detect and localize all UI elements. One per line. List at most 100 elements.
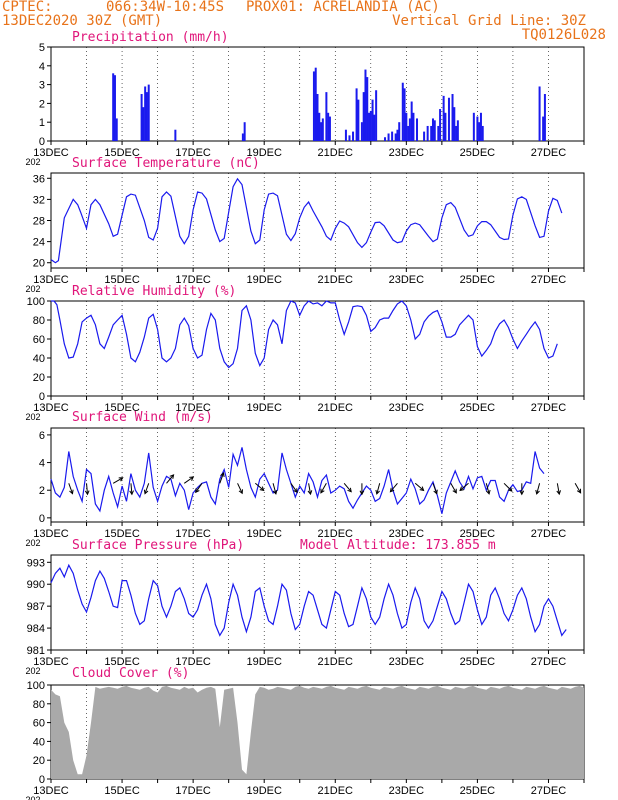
wind-arrow-head [486,489,491,495]
precip-bar [479,112,482,141]
y-tick-label: 0 [39,391,45,403]
x-tick-label: 27DEC [531,785,567,797]
header-location: PROX01: ACRELANDIA (AC) [246,0,440,15]
y-tick-label: 4 [39,61,45,73]
precip-bar [447,97,450,141]
precip-bar [430,125,433,141]
precip-bar [455,125,458,141]
y-tick-label: 993 [27,557,45,569]
series-line [51,300,558,369]
precip-bar [439,109,442,141]
wind-arrow [389,482,398,493]
precip-bar [375,90,378,141]
wind-arrow [68,483,73,494]
x-tick-label: 21DEC [318,656,354,668]
wind-arrow [166,474,174,484]
wind-arrow [459,482,469,491]
precip-bar [451,94,454,141]
y-tick-label: 6 [39,430,45,442]
precip-bar [174,129,177,141]
precip-bar [115,118,118,141]
precip-bar [243,122,246,141]
precip-bar [412,112,415,141]
x-tick-label: 21DEC [318,785,354,797]
precip-bar [415,118,418,141]
x-tick-label: 13DEC [33,147,69,159]
wind-arrow-head [389,487,395,493]
panel-title: Surface Wind (m/s) [72,410,213,425]
precip-bar [442,95,445,141]
wind-arrow [503,482,513,492]
precip-bar [403,88,406,141]
x-tick-label: 19DEC [246,656,282,668]
precip-bar [394,133,397,141]
wind-arrow [130,483,133,495]
series-line [50,563,567,637]
panel-frame [50,427,585,523]
precip-bar [327,112,330,141]
wind-arrow [219,472,225,484]
y-tick-label: 0 [39,774,45,786]
wind-arrow-head [129,490,134,496]
x-tick-label: 27DEC [531,402,567,414]
x-tick-label: 13DEC [33,656,69,668]
header-code: TQ0126L028 [521,27,606,43]
wind-arrow-head [69,489,74,495]
y-tick-label: 40 [33,736,45,748]
wind-arrow [272,483,277,495]
x-tick-label: 23DEC [389,274,425,286]
precip-bar [140,94,143,141]
wind-arrow-head [195,488,200,494]
wind-arrow [290,483,298,493]
y-tick-label: 36 [33,173,45,185]
wind-arrow-head [272,489,278,495]
wind-arrow-head [169,474,175,479]
x-tick-label: 21DEC [318,528,354,540]
wind-arrow-head [347,487,352,493]
precip-bar [147,84,150,141]
precip-bar [396,129,399,141]
wind-arrow [320,483,327,494]
precip-bar [312,71,315,141]
x-tick-label: 15DEC [104,274,140,286]
precip-bar [371,99,374,141]
precip-bar [542,116,545,141]
precip-bar [543,94,546,141]
wind-arrow [86,483,88,495]
precip-bar [144,86,147,141]
precip-bar [538,86,541,141]
x-tick-label: 21DEC [318,402,354,414]
wind-arrow-head [143,489,149,495]
precip-bar [423,131,426,141]
x-tick-label: 17DEC [175,656,211,668]
x-tick-label: 27DEC [531,656,567,668]
x-tick-label: 23DEC [389,528,425,540]
y-tick-label: 60 [33,334,45,346]
y-tick-label: 80 [33,699,45,711]
panel-frame [50,554,585,651]
precip-bar [472,112,475,141]
x-tick-label: 17DEC [175,147,211,159]
y-tick-label: 981 [27,645,45,657]
precip-bar [316,94,319,141]
y-tick-label: 990 [27,579,45,591]
x-tick-label: 27DEC [531,274,567,286]
x-tick-label: 15DEC [104,402,140,414]
x-tick-label: 23DEC [389,785,425,797]
wind-arrow [144,483,150,494]
wind-arrow-head [507,487,513,492]
panel-title: Precipitation (mm/h) [72,30,229,45]
precip-bar [357,99,360,141]
precip-bar [369,110,372,141]
x-year-label: 202 [25,157,40,167]
wind-arrow-head [452,488,457,494]
wind-arrow [308,483,312,495]
precip-bar [112,73,115,141]
wind-arrow-head [459,486,465,492]
wind-arrow-head [359,490,365,496]
precip-bar [364,69,367,141]
x-tick-label: 23DEC [389,402,425,414]
panel-frame [50,172,585,269]
